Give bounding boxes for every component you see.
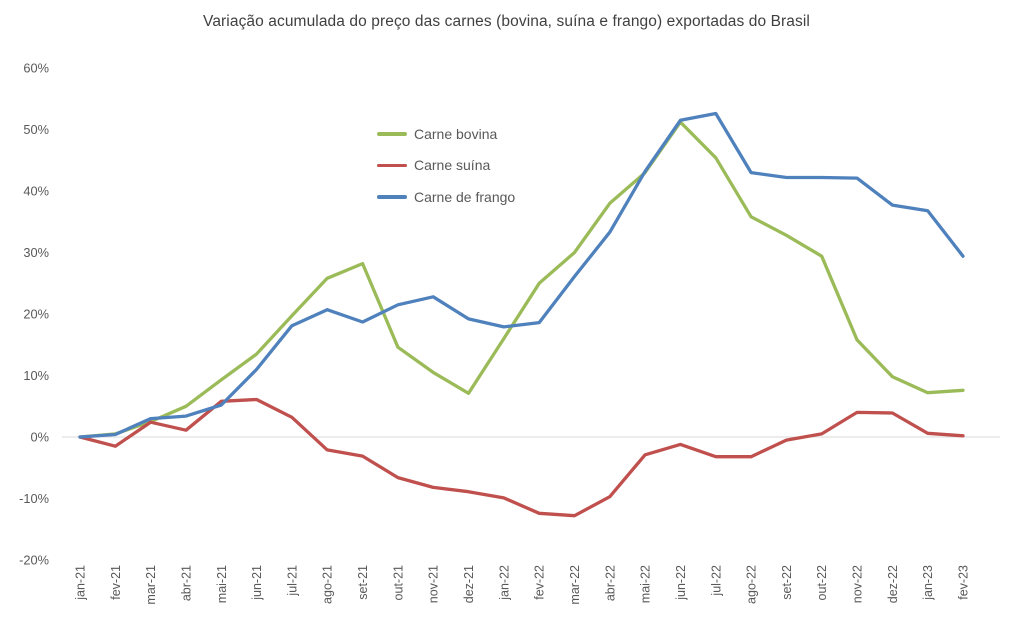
x-axis-tick-label: set-22	[780, 565, 794, 600]
series-line-carne-bovina	[78, 120, 965, 439]
x-axis-tick-label: jan-23	[921, 565, 935, 601]
y-axis-tick-label: 0%	[31, 430, 50, 445]
y-axis-tick-label: -20%	[19, 553, 49, 568]
legend-item-carne-de-frango: Carne de frango	[377, 181, 515, 213]
x-axis-tick-label: abr-22	[603, 565, 617, 601]
x-axis-tick-label: mai-22	[639, 565, 653, 603]
y-axis-tick-label: 40%	[23, 184, 49, 199]
legend-label-carne-de-frango: Carne de frango	[414, 188, 516, 205]
legend-label-carne-suina: Carne suína	[414, 157, 491, 174]
y-axis-tick-label: -10%	[19, 491, 49, 506]
legend-swatch-carne-bovina	[377, 132, 407, 136]
x-axis-tick-label: jun-21	[250, 565, 264, 601]
legend-label-carne-bovina: Carne bovina	[414, 125, 498, 142]
x-axis-tick-label: fev-23	[957, 565, 971, 600]
chart-title: Variação acumulada do preço das carnes (…	[203, 13, 810, 30]
legend-item-carne-suina: Carne suína	[377, 150, 515, 182]
x-axis-tick-label: ago-21	[321, 565, 335, 604]
y-axis-tick-label: 60%	[23, 61, 49, 76]
x-axis-tick-label: mai-21	[215, 565, 229, 603]
x-axis-tick-label: jun-22	[674, 565, 688, 601]
x-axis-tick-label: fev-22	[533, 565, 547, 600]
x-axis-tick-label: jul-21	[285, 565, 299, 597]
x-axis-tick-label: dez-21	[462, 565, 476, 603]
x-axis-tick-label: dez-22	[886, 565, 900, 603]
x-axis-tick-label: out-22	[815, 565, 829, 600]
y-axis-tick-label: 20%	[23, 307, 49, 322]
chart-legend: Carne bovina Carne suína Carne de frango	[377, 118, 515, 213]
x-axis-tick-label: jan-21	[74, 565, 88, 601]
series-line-carne-suína	[78, 397, 965, 518]
x-axis-tick-label: fev-21	[109, 565, 123, 600]
y-axis-tick-label: 50%	[23, 122, 49, 137]
x-axis-tick-label: set-21	[356, 565, 370, 600]
legend-item-carne-bovina: Carne bovina	[377, 118, 515, 150]
x-axis-tick-label: mar-21	[144, 565, 158, 605]
x-axis-tick-label: jul-22	[709, 565, 723, 597]
legend-swatch-carne-de-frango	[377, 195, 407, 199]
x-axis-tick-label: nov-22	[851, 565, 865, 603]
x-axis-tick-label: mar-22	[568, 565, 582, 605]
y-axis-tick-label: 30%	[23, 245, 49, 260]
x-axis-tick-label: jan-22	[497, 565, 511, 601]
x-axis-tick-label: abr-21	[179, 565, 193, 601]
x-axis-tick-label: out-21	[391, 565, 405, 600]
series-line-carne-de-frango	[78, 111, 965, 439]
x-axis-tick-label: ago-22	[745, 565, 759, 604]
legend-swatch-carne-suina	[377, 163, 407, 167]
x-axis-tick-label: nov-21	[427, 565, 441, 603]
y-axis-tick-label: 10%	[23, 368, 49, 383]
